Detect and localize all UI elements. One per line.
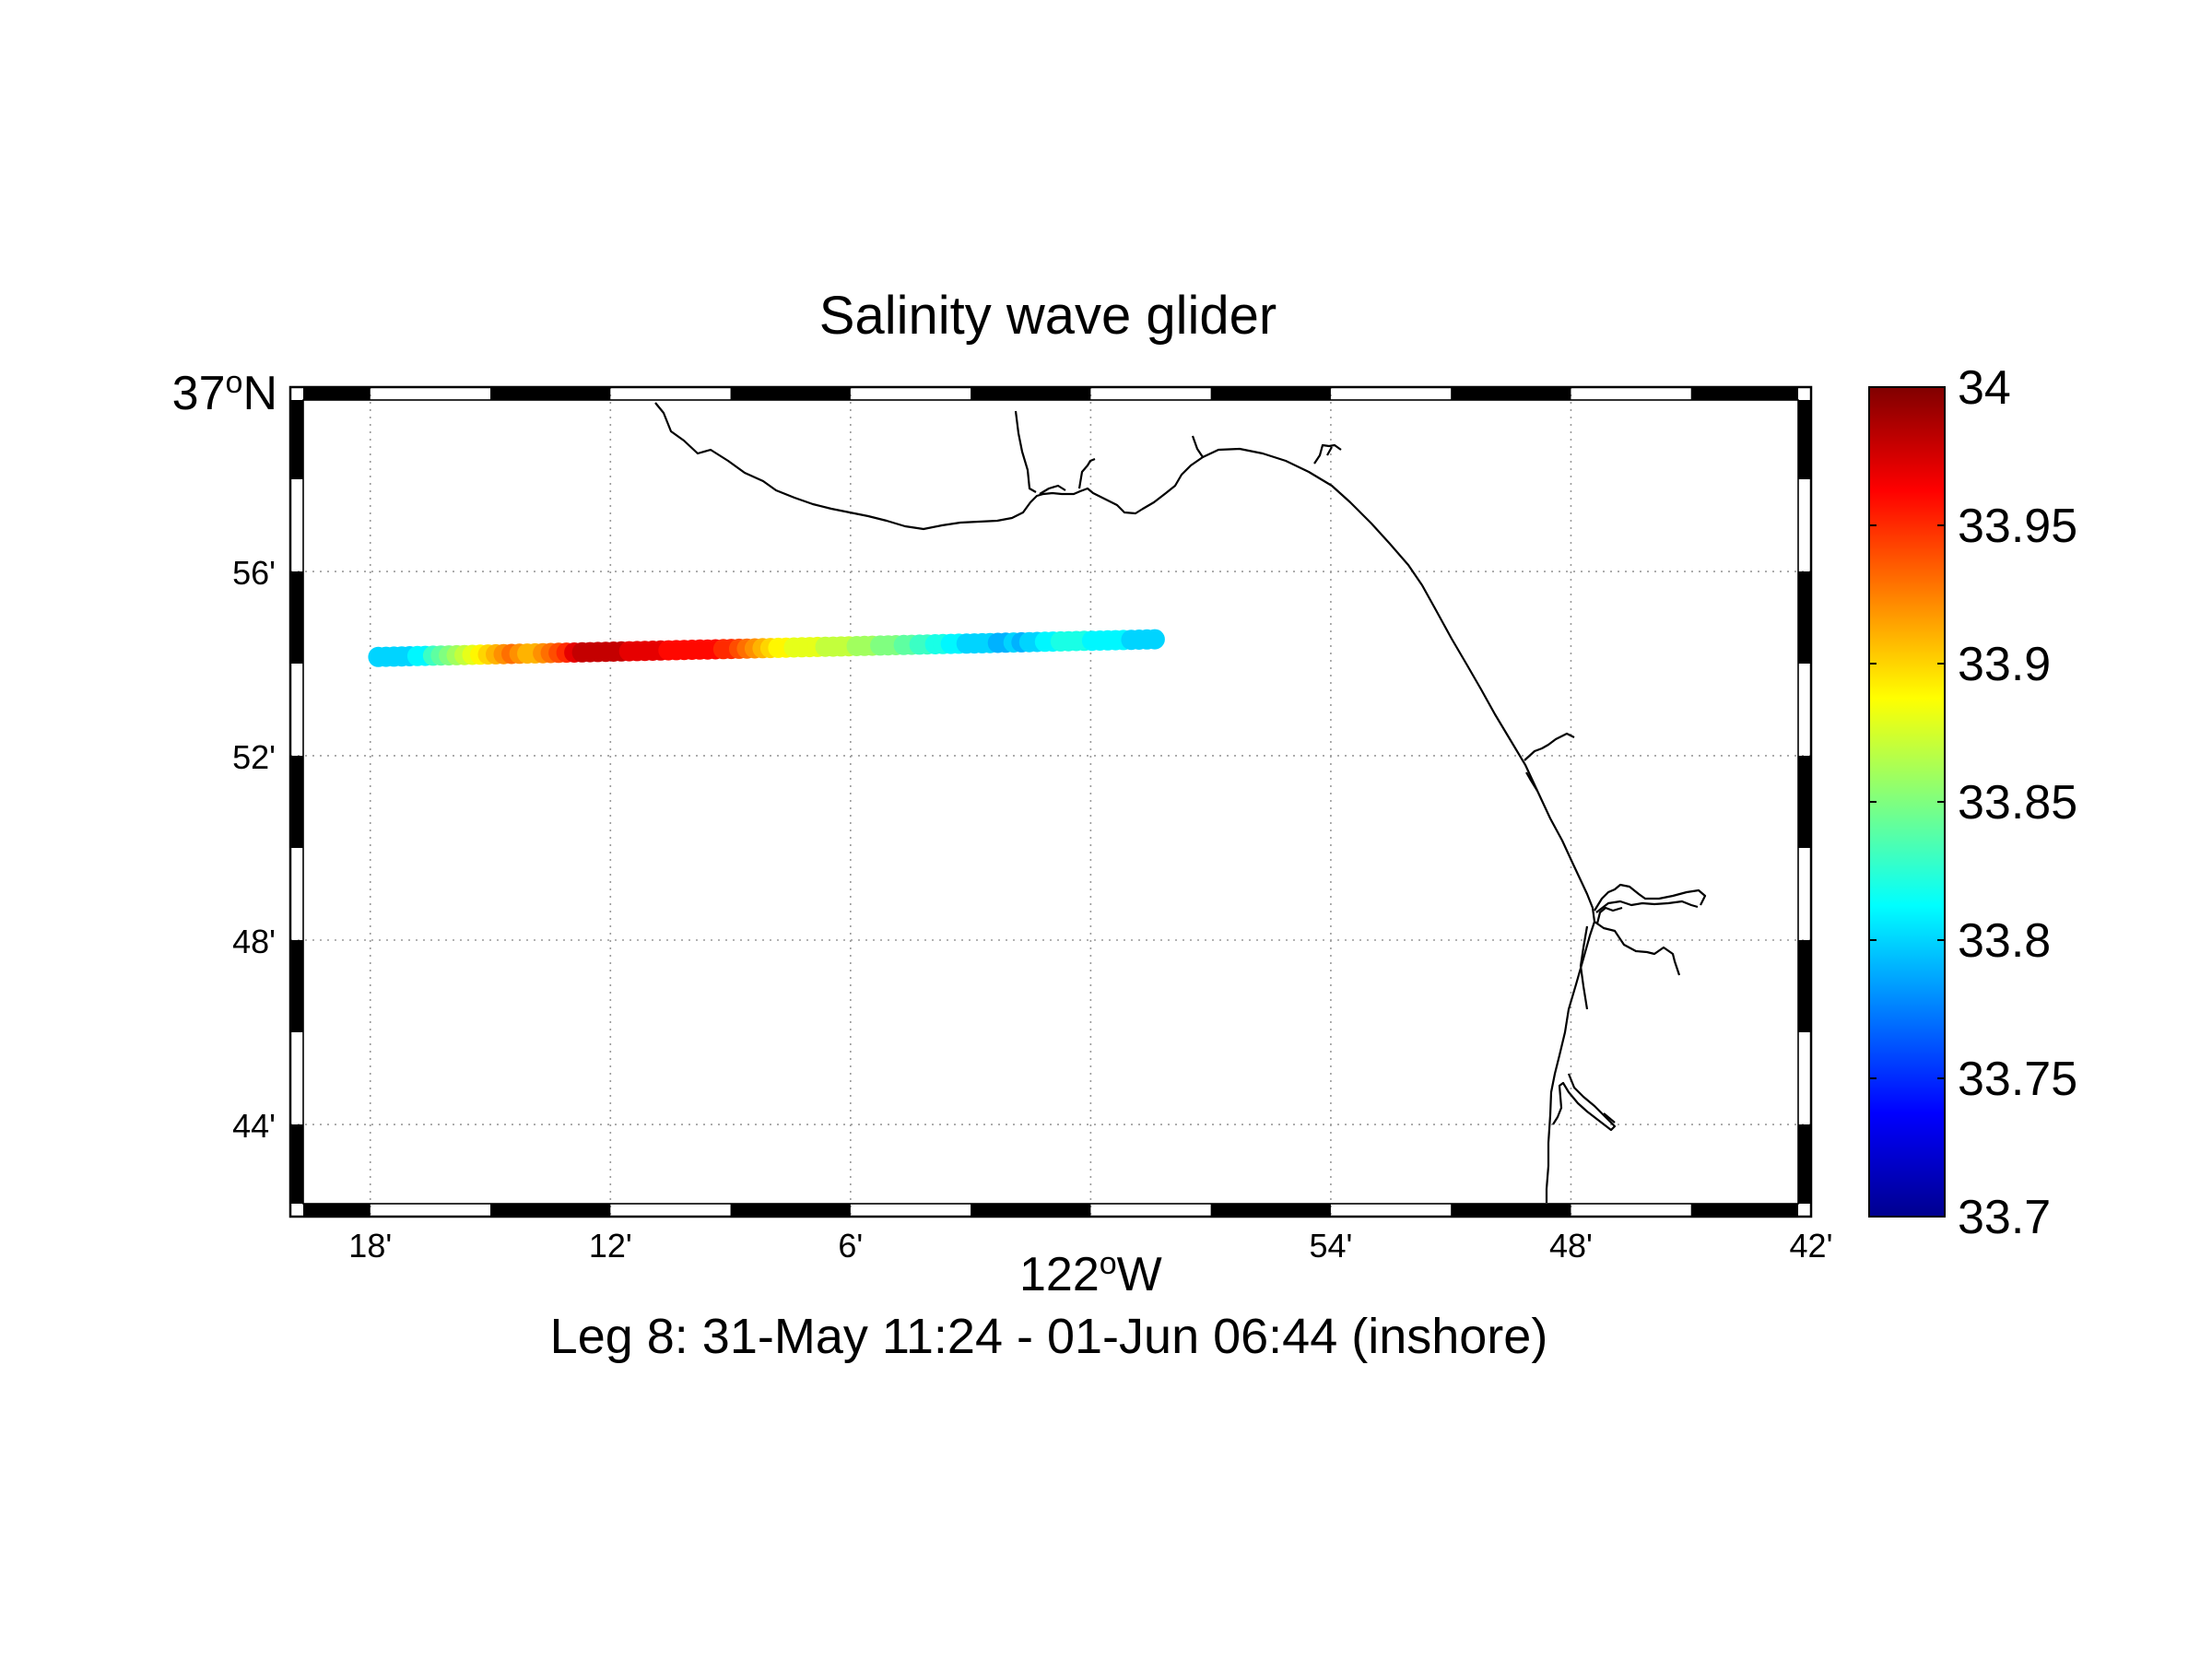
frame-band-bottom — [490, 1204, 611, 1217]
frame-band-top — [971, 387, 1091, 400]
frame-band-right — [1798, 940, 1811, 1032]
y-tick-label: 44' — [232, 1107, 276, 1145]
chart-title: Salinity wave glider — [819, 286, 1277, 346]
x-tick-label: 48' — [1549, 1227, 1593, 1265]
frame-band-left — [290, 1124, 303, 1204]
colorbar-tick-label: 33.7 — [1958, 1191, 2051, 1244]
grid-lines — [290, 387, 1811, 1217]
frame-band-top — [1451, 387, 1571, 400]
frame-band-left — [290, 571, 303, 664]
x-tick-label-main: 122oW — [1019, 1246, 1162, 1301]
glider-track — [368, 629, 1165, 667]
frame-band-bottom — [971, 1204, 1091, 1217]
frame-band-top — [730, 387, 851, 400]
colorbar-tick-label: 33.9 — [1958, 638, 2051, 691]
frame-band-right — [1798, 400, 1811, 479]
frame-band-bottom — [1210, 1204, 1331, 1217]
x-tick-label: 18' — [348, 1227, 392, 1265]
colorbar — [1868, 386, 1946, 1218]
coastline — [654, 402, 1707, 1203]
y-tick-label: 48' — [232, 923, 276, 960]
frame-band-right — [1798, 571, 1811, 664]
x-tick-label: 12' — [589, 1227, 632, 1265]
map-area[interactable] — [290, 387, 1811, 1217]
frame-band-bottom — [730, 1204, 851, 1217]
frame-band-right — [1798, 756, 1811, 848]
x-tick-label: 54' — [1309, 1227, 1352, 1265]
y-tick-labels: 37oN 56' 52' 48' 44' — [172, 365, 277, 1145]
frame-band-top — [303, 387, 371, 400]
map-frame — [288, 385, 1813, 1218]
frame-band-top — [1210, 387, 1331, 400]
frame-band-left — [290, 400, 303, 479]
y-tick-label: 56' — [232, 554, 276, 592]
y-tick-label: 52' — [232, 738, 276, 776]
colorbar-tick-label: 34 — [1958, 361, 2011, 415]
frame-band-bottom — [1690, 1204, 1798, 1217]
track-point — [1144, 629, 1165, 650]
colorbar-ticks: 34 33.95 33.9 33.85 33.8 33.75 33.7 — [1869, 361, 2077, 1244]
colorbar-tick-label: 33.75 — [1958, 1053, 2077, 1106]
leg-subtitle: Leg 8: 31-May 11:24 - 01-Jun 06:44 (insh… — [550, 1309, 1548, 1364]
y-tick-label-main: 37oN — [172, 365, 277, 420]
x-tick-label: 42' — [1790, 1227, 1833, 1265]
frame-band-bottom — [303, 1204, 371, 1217]
frame-band-bottom — [1451, 1204, 1571, 1217]
colorbar-tick-label: 33.8 — [1958, 914, 2051, 968]
colorbar-tick-label: 33.85 — [1958, 776, 2077, 830]
colorbar-tick-label: 33.95 — [1958, 500, 2077, 553]
frame-band-right — [1798, 1124, 1811, 1204]
frame-band-left — [290, 940, 303, 1032]
frame-band-left — [290, 756, 303, 848]
x-tick-label: 6' — [838, 1227, 863, 1265]
x-tick-labels: 18' 12' 6' 122oW 54' 48' 42' — [348, 1227, 1832, 1301]
frame-band-top — [490, 387, 611, 400]
frame-band-top — [1690, 387, 1798, 400]
